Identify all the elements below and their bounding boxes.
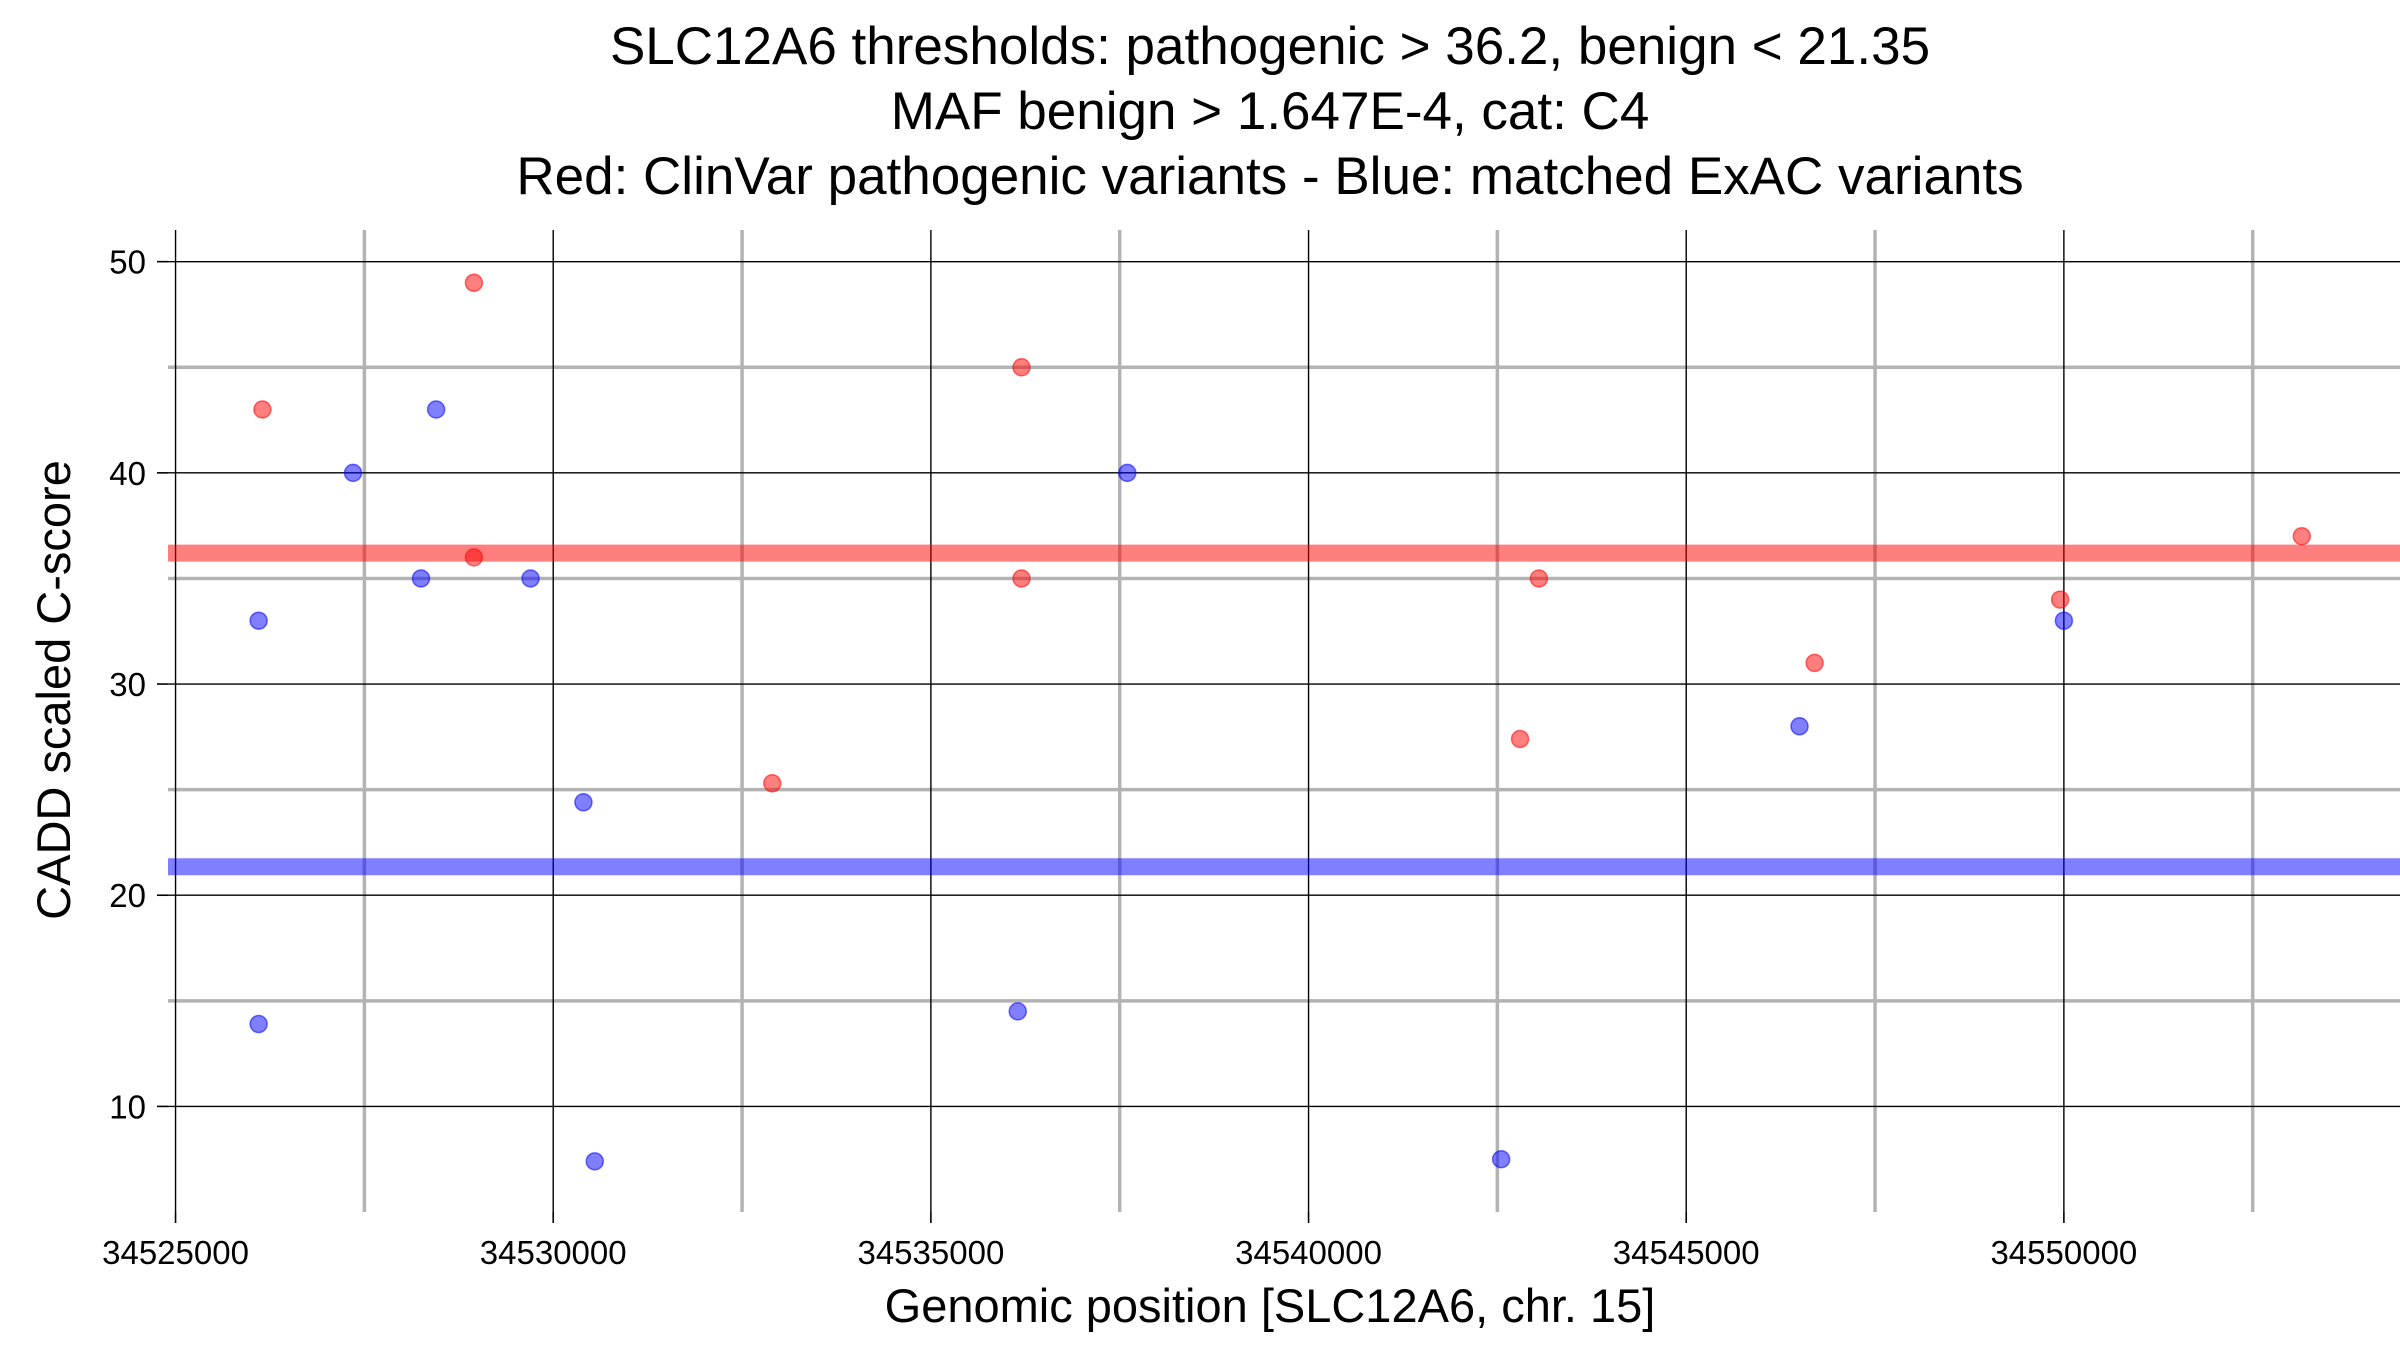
data-point [343, 463, 363, 483]
chart-title-line-3: Red: ClinVar pathogenic variants - Blue:… [516, 147, 2023, 206]
chart-title-line-1: SLC12A6 thresholds: pathogenic > 36.2, b… [610, 17, 1930, 76]
data-point [464, 548, 484, 567]
data-point [763, 774, 782, 793]
data-point [1491, 1149, 1511, 1169]
data-point [2292, 526, 2312, 546]
data-point [249, 611, 268, 630]
data-point [253, 400, 272, 419]
minor-grid [168, 230, 2400, 1212]
axes: 34525000 34530000 34535000 34540000 34545000… [102, 244, 2137, 1271]
chart-title-line-2: MAF benign > 1.647E-4, cat: C4 [891, 82, 1650, 141]
y-tick-label: 40 [109, 455, 146, 492]
data-point [2054, 611, 2074, 630]
x-tick-label: 34540000 [1235, 1234, 1382, 1271]
x-tick-label: 34525000 [102, 1234, 249, 1271]
y-axis-label: CADD scaled C-score [27, 460, 80, 920]
data-point [574, 793, 593, 812]
data-point [464, 273, 484, 293]
y-tick-label: 50 [109, 244, 146, 281]
data-point [249, 1014, 268, 1034]
data-point [1790, 717, 1809, 736]
data-point [1012, 358, 1031, 377]
data-point [521, 569, 540, 588]
data-point [411, 569, 431, 588]
y-tick-label: 20 [109, 877, 146, 914]
data-point [1012, 569, 1031, 588]
data-point [1805, 653, 1824, 673]
threshold-lines [168, 544, 2400, 876]
data-point [1529, 569, 1549, 588]
x-axis-label: Genomic position [SLC12A6, chr. 15] [885, 1279, 1656, 1332]
x-tick-label: 34535000 [857, 1234, 1004, 1271]
data-point [426, 400, 446, 419]
x-tick-label: 34530000 [480, 1234, 627, 1271]
data-point [1118, 463, 1137, 483]
x-tick-label: 34545000 [1613, 1234, 1760, 1271]
y-tick-label: 10 [109, 1088, 146, 1125]
data-point [1008, 1002, 1027, 1021]
major-grid [168, 230, 2400, 1212]
y-tick-label: 30 [109, 666, 146, 703]
data-point [585, 1152, 605, 1171]
x-tick-label: 34550000 [1990, 1234, 2137, 1271]
data-points [249, 273, 2312, 1171]
data-point [1510, 729, 1530, 749]
data-point [2050, 590, 2070, 609]
